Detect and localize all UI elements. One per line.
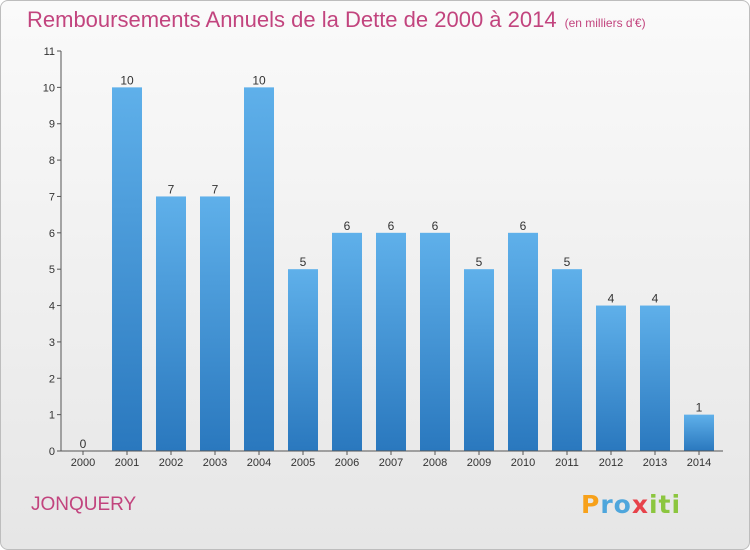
data-label-2011: 5 xyxy=(564,255,571,269)
chart-subtitle: (en milliers d'€) xyxy=(564,16,646,30)
chart-title: Remboursements Annuels de la Dette de 20… xyxy=(27,7,646,33)
bar-2004 xyxy=(244,87,274,451)
x-tick-label-2013: 2013 xyxy=(643,457,667,469)
bar-2002 xyxy=(156,196,186,451)
x-tick-label-2009: 2009 xyxy=(467,457,491,469)
bars: 0 10 7 7 10 5 6 6 6 5 6 5 4 4 1 xyxy=(80,73,714,451)
y-tick-label: 3 xyxy=(49,337,55,349)
x-tick-label-2006: 2006 xyxy=(335,457,359,469)
y-tick-label: 1 xyxy=(49,410,55,422)
y-tick-label: 4 xyxy=(49,301,55,313)
x-tick-label-2003: 2003 xyxy=(203,457,227,469)
bar-2009 xyxy=(464,269,494,451)
data-label-2004: 10 xyxy=(252,73,266,87)
data-label-2007: 6 xyxy=(388,219,395,233)
x-tick-label-2008: 2008 xyxy=(423,457,447,469)
data-label-2000: 0 xyxy=(80,437,87,451)
x-tick-label-2005: 2005 xyxy=(291,457,315,469)
x-tick-label-2001: 2001 xyxy=(115,457,139,469)
bar-2013 xyxy=(640,305,670,451)
data-label-2013: 4 xyxy=(652,292,659,306)
bar-2010 xyxy=(508,232,538,451)
data-label-2001: 10 xyxy=(120,73,134,87)
y-axis: 0 1 2 3 4 5 6 7 8 9 10 11 xyxy=(43,46,62,458)
logo-part-3: x xyxy=(631,490,649,519)
bar-2007 xyxy=(376,232,406,451)
data-label-2006: 6 xyxy=(344,219,351,233)
data-label-2009: 5 xyxy=(476,255,483,269)
data-label-2008: 6 xyxy=(432,219,439,233)
y-tick-label: 11 xyxy=(44,46,55,58)
x-tick-label-2014: 2014 xyxy=(687,457,711,469)
x-tick-label-2007: 2007 xyxy=(379,457,403,469)
bar-2006 xyxy=(332,232,362,451)
y-tick-label: 7 xyxy=(49,191,55,203)
data-label-2014: 1 xyxy=(696,401,703,415)
y-tick-label: 8 xyxy=(49,155,55,167)
x-tick-label-2000: 2000 xyxy=(71,457,95,469)
bar-2014 xyxy=(684,414,714,451)
x-tick-label-2010: 2010 xyxy=(511,457,535,469)
data-label-2010: 6 xyxy=(520,219,527,233)
bar-2001 xyxy=(112,87,142,451)
data-label-2012: 4 xyxy=(608,292,615,306)
y-tick-label: 2 xyxy=(49,373,55,385)
x-tick-label-2004: 2004 xyxy=(247,457,271,469)
logo-part-2: ro xyxy=(600,490,632,519)
title-text: Remboursements Annuels de la Dette de 20… xyxy=(27,7,557,32)
y-tick-label: 9 xyxy=(49,119,55,131)
y-tick-label: 5 xyxy=(49,264,55,276)
proxiti-logo: Proxiti xyxy=(581,490,681,519)
x-tick-label-2011: 2011 xyxy=(555,457,579,469)
logo-part-1: P xyxy=(581,490,601,519)
data-label-2002: 7 xyxy=(168,182,175,196)
bar-2003 xyxy=(200,196,230,451)
x-tick-label-2002: 2002 xyxy=(159,457,183,469)
bar-2005 xyxy=(288,269,318,451)
bar-2011 xyxy=(552,269,582,451)
commune-name: JONQUERY xyxy=(31,494,137,515)
y-tick-label: 10 xyxy=(43,82,55,94)
bar-2012 xyxy=(596,305,626,451)
data-label-2005: 5 xyxy=(300,255,307,269)
logo-part-4: iti xyxy=(648,490,682,519)
x-axis: 2000 2001 2002 2003 2004 2005 2006 2007 2008 2009… xyxy=(61,450,723,469)
x-tick-label-2012: 2012 xyxy=(599,457,623,469)
data-label-2003: 7 xyxy=(212,182,219,196)
bar-2008 xyxy=(420,232,450,451)
y-tick-label: 6 xyxy=(49,228,55,240)
y-tick-label: 0 xyxy=(49,446,55,458)
